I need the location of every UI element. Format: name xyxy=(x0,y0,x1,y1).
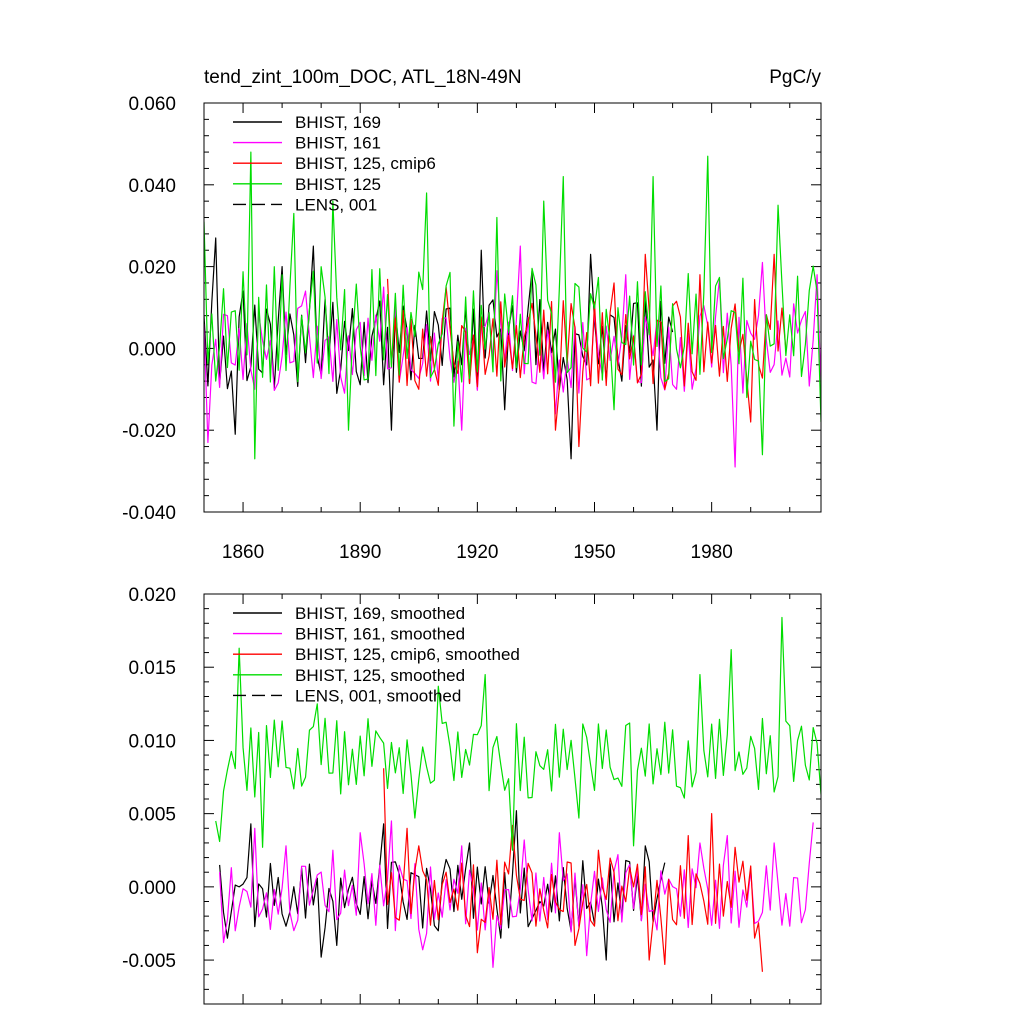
bottom-chart-frame xyxy=(203,593,822,1005)
y-tick-label: 0.040 xyxy=(128,176,176,197)
y-tick-label: 0.000 xyxy=(128,339,176,360)
y-tick-label: 0.060 xyxy=(128,94,176,115)
legend-label: BHIST, 169 xyxy=(295,113,381,132)
y-tick-label: 0.005 xyxy=(128,805,176,826)
series-line-bhist-125-cmip6 xyxy=(386,253,787,448)
y-tick-label: 0.020 xyxy=(128,258,176,279)
series-line-bhist-125 xyxy=(204,151,821,460)
x-tick-label: 1980 xyxy=(691,542,733,563)
top-chart-frame xyxy=(203,102,822,513)
legend-label: BHIST, 125, cmip6 xyxy=(295,154,436,173)
top-chart-units: PgC/y xyxy=(769,67,821,88)
legend-label: BHIST, 125, smoothed xyxy=(295,666,465,685)
y-tick-label: 0.010 xyxy=(128,731,176,752)
bottom-chart: -0.005 0.000 0.005 0.010 0.015 0.020 BHIST, 1… xyxy=(122,585,822,1005)
legend-label: BHIST, 161 xyxy=(295,134,381,153)
legend-label: LENS, 001, smoothed xyxy=(295,686,461,705)
y-tick-label: -0.040 xyxy=(122,503,176,524)
legend-label: BHIST, 125, cmip6, smoothed xyxy=(295,645,520,664)
y-tick-label: 0.015 xyxy=(128,658,176,679)
series-line-bhist-161 xyxy=(204,245,821,468)
legend-label: BHIST, 161, smoothed xyxy=(295,625,465,644)
x-tick-label: 1920 xyxy=(456,542,498,563)
top-chart-plot-area xyxy=(204,151,821,468)
top-chart-title: tend_zint_100m_DOC, ATL_18N-49N xyxy=(204,67,522,88)
series-line-bhist-125-smoothed xyxy=(215,616,821,851)
y-tick-label: -0.020 xyxy=(122,421,176,442)
top-chart-axes: 1860 1890 1920 1950 1980 -0.040 -0.020 0.000 0.0… xyxy=(122,94,821,563)
y-tick-label: 0.000 xyxy=(128,878,176,899)
bottom-chart-legend: BHIST, 169, smoothed BHIST, 161, smoothed… xyxy=(233,604,520,705)
legend-label: BHIST, 169, smoothed xyxy=(295,604,465,623)
x-tick-label: 1950 xyxy=(573,542,615,563)
x-tick-label: 1860 xyxy=(222,542,264,563)
y-tick-label: 0.020 xyxy=(128,585,176,606)
legend-label: BHIST, 125 xyxy=(295,175,381,194)
series-line-bhist-125-cmip6-smoothed xyxy=(383,768,764,972)
bottom-chart-plot-area xyxy=(215,616,821,972)
legend-label: LENS, 001 xyxy=(295,195,377,214)
x-tick-label: 1890 xyxy=(339,542,381,563)
y-tick-label: -0.005 xyxy=(122,951,176,972)
top-chart: tend_zint_100m_DOC, ATL_18N-49N PgC/y 18… xyxy=(122,67,822,563)
